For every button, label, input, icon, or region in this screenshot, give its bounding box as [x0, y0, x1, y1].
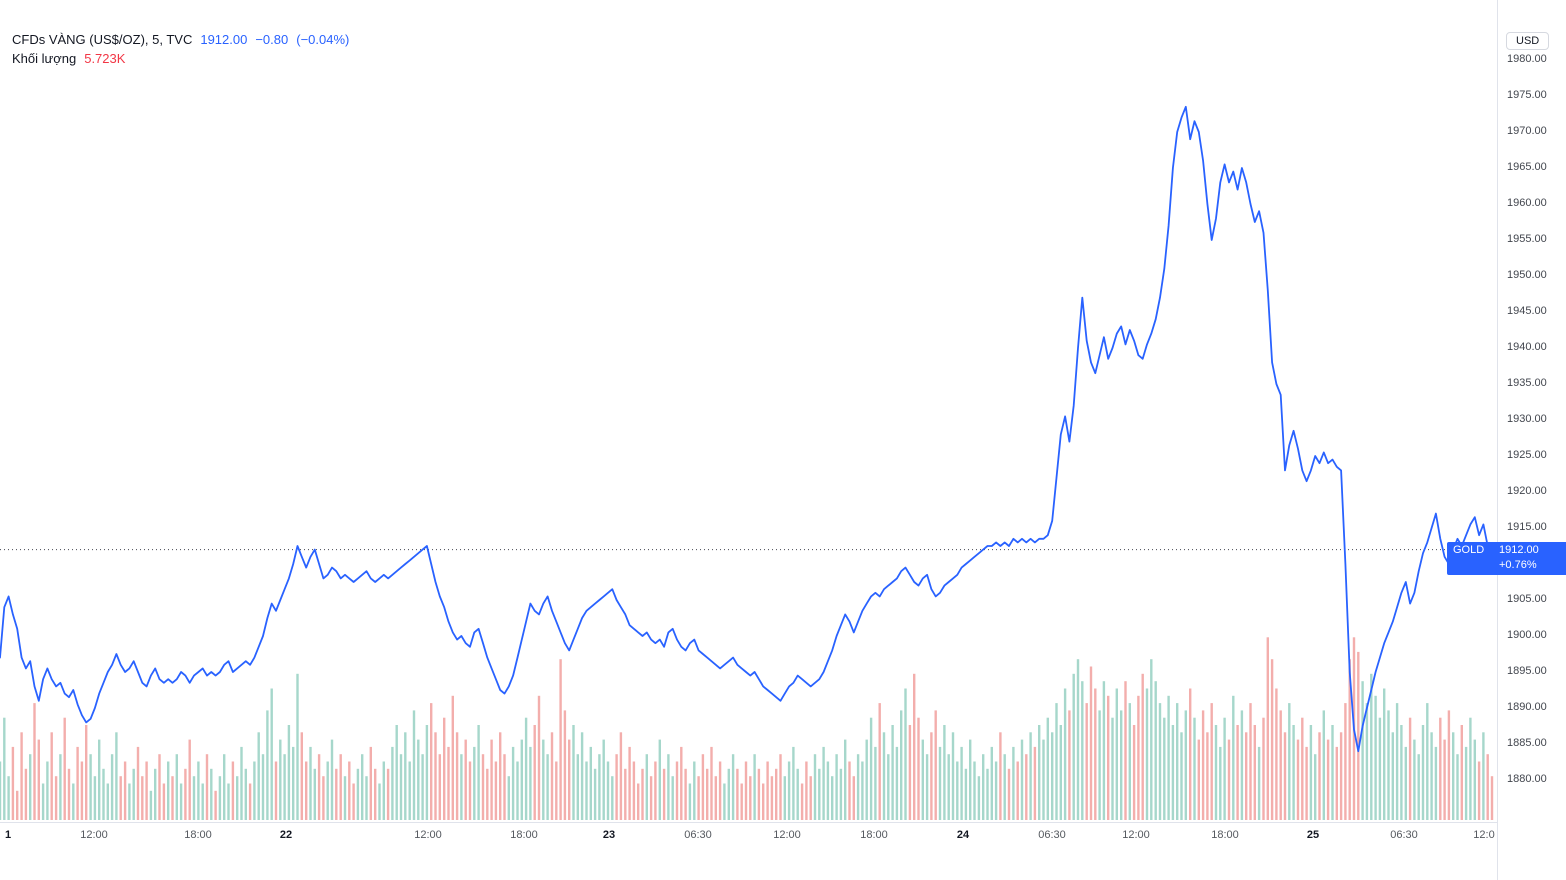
x-axis-tick: 18:00 — [184, 829, 212, 841]
x-axis-tick: 12:00 — [1122, 829, 1150, 841]
badge-change-pct: +0.76% — [1499, 559, 1537, 571]
y-axis-tick: 1920.00 — [1507, 485, 1547, 497]
y-axis-tick: 1925.00 — [1507, 449, 1547, 461]
symbol-legend-row[interactable]: CFDs VÀNG (US$/OZ), 5, TVC 1912.00 −0.80 (−… — [12, 30, 349, 49]
y-axis-tick: 1965.00 — [1507, 161, 1547, 173]
y-axis-tick: 1970.00 — [1507, 125, 1547, 137]
chart-legend: CFDs VÀNG (US$/OZ), 5, TVC 1912.00 −0.80 (−… — [12, 30, 349, 68]
y-axis-tick: 1915.00 — [1507, 521, 1547, 533]
x-axis-tick: 23 — [602, 829, 616, 841]
y-axis-tick: 1885.00 — [1507, 737, 1547, 749]
y-axis-tick: 1905.00 — [1507, 593, 1547, 605]
y-axis-tick: 1880.00 — [1507, 773, 1547, 785]
y-axis-tick: 1930.00 — [1507, 413, 1547, 425]
x-axis-tick: 06:30 — [1390, 829, 1418, 841]
y-axis-tick: 1940.00 — [1507, 341, 1547, 353]
legend-last-price: 1912.00 — [200, 32, 248, 47]
y-axis-tick: 1895.00 — [1507, 665, 1547, 677]
y-axis-tick: 1980.00 — [1507, 53, 1547, 65]
y-axis-tick: 1950.00 — [1507, 269, 1547, 281]
y-axis-tick: 1955.00 — [1507, 233, 1547, 245]
price-chart-canvas[interactable] — [0, 0, 1497, 822]
badge-price: 1912.00 — [1499, 544, 1539, 556]
volume-label: Khối lượng — [12, 51, 77, 66]
y-axis-tick: 1890.00 — [1507, 701, 1547, 713]
x-axis-tick: 06:30 — [684, 829, 712, 841]
x-axis-tick: 12:00 — [414, 829, 442, 841]
y-axis-tick: 1900.00 — [1507, 629, 1547, 641]
x-axis-tick: 12:0 — [1473, 829, 1495, 841]
volume-legend-row[interactable]: Khối lượng 5.723K — [12, 49, 349, 68]
x-axis-tick: 25 — [1306, 829, 1320, 841]
y-axis-tick: 1960.00 — [1507, 197, 1547, 209]
x-axis-tick: 06:30 — [1038, 829, 1066, 841]
symbol-title: CFDs VÀNG (US$/OZ), 5, TVC — [12, 32, 193, 47]
x-axis-tick: 18:00 — [1211, 829, 1239, 841]
volume-value: 5.723K — [84, 51, 126, 66]
x-axis-tick: 1 — [4, 829, 12, 841]
x-axis-tick: 12:00 — [80, 829, 108, 841]
y-axis-tick: 1945.00 — [1507, 305, 1547, 317]
x-axis-tick: 22 — [279, 829, 293, 841]
currency-usd-button[interactable]: USD — [1506, 32, 1550, 50]
legend-price-change-pct: (−0.04%) — [296, 32, 350, 47]
y-axis-tick: 1975.00 — [1507, 89, 1547, 101]
y-axis-tick: 1935.00 — [1507, 377, 1547, 389]
x-axis-tick: 18:00 — [510, 829, 538, 841]
x-axis-tick: 24 — [956, 829, 970, 841]
volume-series — [0, 637, 1494, 820]
legend-price-change: −0.80 — [255, 32, 289, 47]
current-price-label: GOLD 1912.00 +0.76% — [1447, 542, 1566, 575]
x-axis-tick: 12:00 — [773, 829, 801, 841]
x-axis-tick: 18:00 — [860, 829, 888, 841]
time-axis[interactable]: 1 12:00 18:00 22 12:00 18:00 23 06:30 12:00 18:00… — [0, 822, 1566, 880]
price-line-series — [0, 105, 1493, 753]
badge-symbol: GOLD — [1453, 544, 1485, 556]
price-axis[interactable]: USD 1980.00 1975.00 1970.00 1965.00 1960.00 1… — [1497, 0, 1566, 880]
